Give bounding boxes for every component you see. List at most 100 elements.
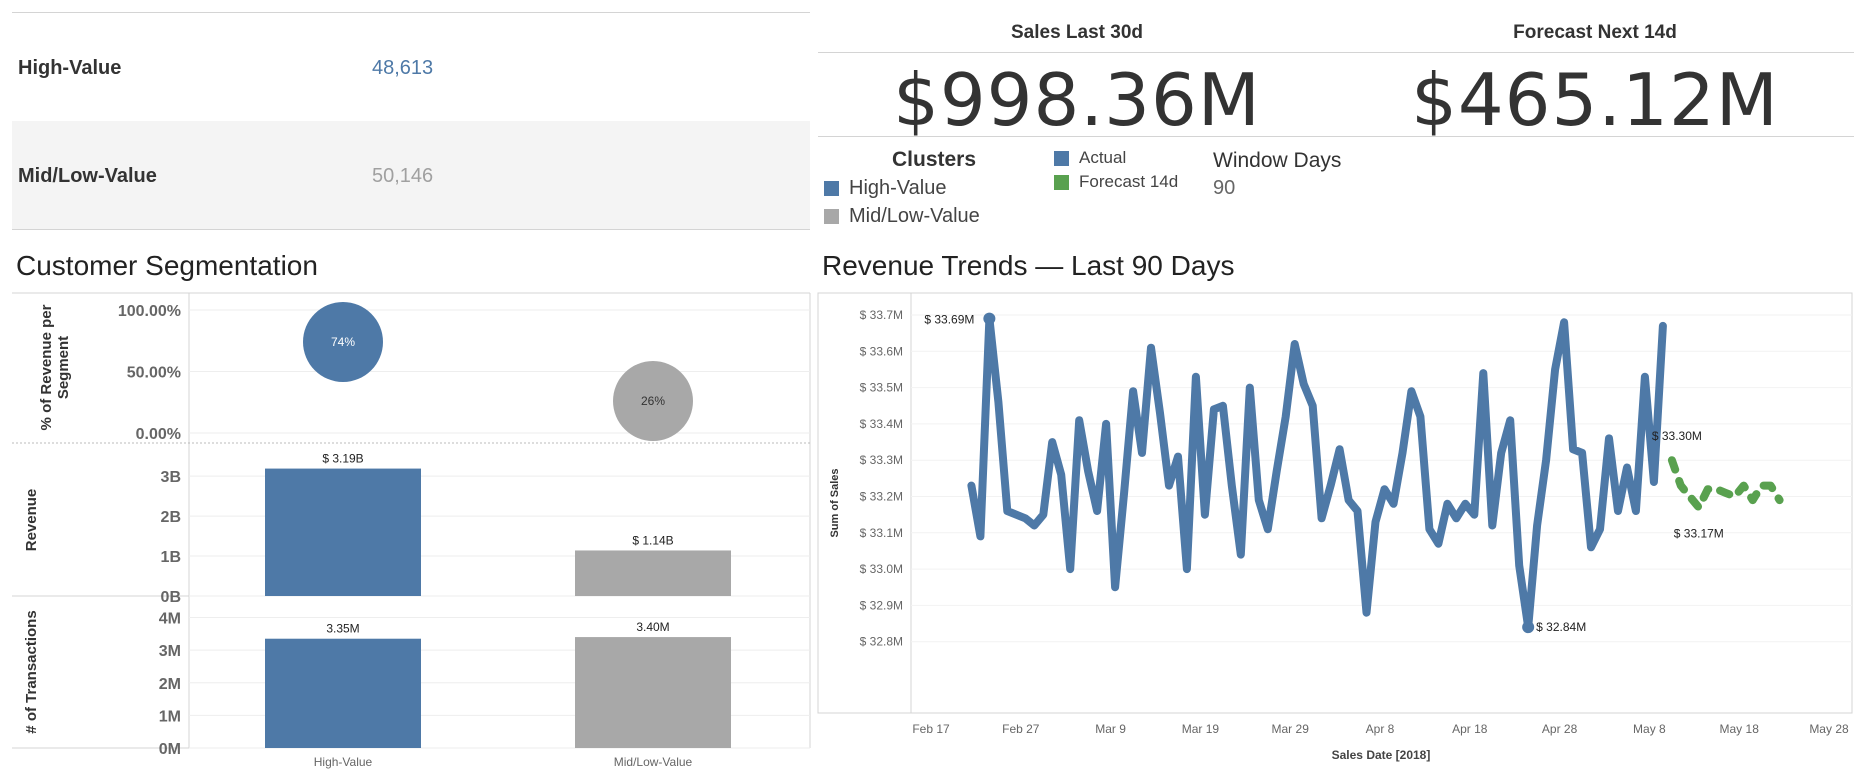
bar-high-value — [265, 468, 421, 596]
legend-label: Actual — [1079, 148, 1127, 167]
y-tick-label: $ 33.6M — [860, 344, 903, 358]
revenue-share-panel: 100.00% 50.00% 0.00% % of Revenue perSegmen… — [38, 301, 810, 443]
y-tick-label: 100.00% — [118, 303, 181, 320]
x-tick-label: Apr 28 — [1542, 722, 1578, 736]
series-line-forecast-14d — [1667, 456, 1784, 512]
kpi-value-sales-30d: $998.36M — [893, 58, 1261, 142]
y-tick-label: $ 33.2M — [860, 490, 903, 504]
y-tick-label: 50.00% — [127, 365, 181, 382]
y-tick-label: 1M — [159, 708, 181, 725]
y-axis-label: % of Revenue perSegment — [38, 304, 72, 430]
y-tick-label: 3B — [161, 469, 181, 486]
window-days-value[interactable]: 90 — [1213, 177, 1236, 199]
chart-border — [817, 292, 1853, 714]
trends-series — [967, 314, 1784, 632]
segment-label: High-Value — [18, 57, 122, 79]
legend-item-actual[interactable]: Actual — [1054, 146, 1178, 170]
segment-row-high-value[interactable]: High-Value 48,613 — [12, 13, 810, 120]
x-tick-label: High-Value — [314, 755, 373, 769]
segment-label: Mid/Low-Value — [18, 165, 157, 187]
legend-item-high-value[interactable]: High-Value — [824, 174, 980, 202]
section-title-segmentation: Customer Segmentation — [16, 250, 318, 281]
y-tick-label: $ 33.7M — [860, 308, 903, 322]
clusters-legend[interactable]: Clusters High-Value Mid/Low-Value — [824, 148, 980, 230]
window-days-parameter[interactable]: Window Days 90 — [1213, 149, 1341, 200]
divider — [818, 52, 1854, 53]
y-tick-label: $ 33.4M — [860, 417, 903, 431]
y-tick-label: 0.00% — [136, 426, 181, 443]
trends-chart-frame — [817, 292, 1853, 714]
y-tick-label: 3M — [159, 643, 181, 660]
window-days-title: Window Days — [1213, 149, 1342, 172]
y-tick-label: 0B — [161, 589, 181, 606]
share-circle-high-value — [303, 301, 383, 382]
x-tick-label: Apr 8 — [1366, 722, 1395, 736]
y-axis-label-line: Segment — [55, 336, 72, 399]
y-tick-label: 1B — [161, 549, 181, 566]
x-tick-label: Mid/Low-Value — [614, 755, 693, 769]
series-line-actual — [967, 314, 1667, 632]
annotation-marker — [1522, 621, 1535, 634]
x-tick-label: May 28 — [1809, 722, 1849, 736]
share-circle-mid-low-value — [613, 361, 693, 442]
y-tick-label: $ 33.1M — [860, 526, 903, 540]
segment-row-mid-low-value[interactable]: Mid/Low-Value 50,146 — [12, 121, 810, 229]
y-tick-label: $ 32.9M — [860, 598, 903, 612]
x-tick-label: Feb 27 — [1002, 722, 1040, 736]
divider — [818, 136, 1854, 137]
y-axis-label: Revenue — [23, 489, 40, 552]
section-title-trends: Revenue Trends — Last 90 Days — [822, 250, 1235, 281]
legend-label: High-Value — [849, 176, 947, 199]
legend-item-mid-low-value[interactable]: Mid/Low-Value — [824, 202, 980, 230]
segment-count: 48,613 — [372, 57, 434, 79]
x-tick-label: Mar 29 — [1272, 722, 1310, 736]
bar-data-label: $ 3.19B — [322, 452, 363, 466]
kpi-value-forecast-14d: $465.12M — [1411, 58, 1779, 142]
trends-gridlines — [911, 314, 1852, 643]
y-tick-label: 2B — [161, 509, 181, 526]
bar-data-label: 3.35M — [326, 622, 359, 636]
legend-item-forecast[interactable]: Forecast 14d — [1054, 170, 1178, 194]
x-tick-label: May 8 — [1633, 722, 1666, 736]
bar-high-value — [265, 638, 421, 748]
x-tick-label: May 18 — [1720, 722, 1760, 736]
x-tick-label: Feb 17 — [912, 722, 950, 736]
y-tick-label: $ 32.8M — [860, 635, 903, 649]
y-tick-label: 4M — [159, 611, 181, 628]
bar-mid-low-value — [575, 637, 731, 748]
share-data-label: 26% — [641, 394, 665, 408]
segmentation-chart: 100.00% 50.00% 0.00% % of Revenue perSegmen… — [12, 292, 811, 769]
annotation-label: $ 32.84M — [1536, 620, 1586, 634]
y-tick-label: $ 33.5M — [860, 381, 903, 395]
series-legend[interactable]: Actual Forecast 14d — [1054, 146, 1178, 194]
y-axis-label: Sum of Sales — [829, 468, 841, 537]
y-tick-label: $ 33.0M — [860, 562, 903, 576]
legend-swatch — [1054, 174, 1069, 190]
revenue-panel: 3B 2B 1B 0B Revenue $ 3.19B $ 1.14B — [23, 452, 810, 606]
kpi-title-sales-30d: Sales Last 30d — [1010, 22, 1144, 43]
legend-swatch — [824, 180, 839, 196]
legend-label: Forecast 14d — [1079, 172, 1179, 191]
transactions-panel: 4M 3M 2M 1M 0M # of Transactions 3.35M 3.40M Hig… — [23, 610, 810, 769]
revenue-trends-chart: $ 33.7M $ 33.6M $ 33.5M $ 33.4M $ 33.3M $ 33.… — [817, 292, 1853, 762]
trends-annotations: $ 33.69M $ 32.84M $ 33.30M $ 33.17M — [924, 312, 1724, 634]
bar-mid-low-value — [575, 550, 731, 596]
bar-data-label: 3.40M — [636, 620, 669, 634]
annotation-marker — [983, 312, 996, 325]
x-axis-label: Sales Date [2018] — [1332, 748, 1431, 762]
annotation-label: $ 33.17M — [1674, 526, 1724, 540]
y-tick-label: $ 33.3M — [860, 453, 903, 467]
x-tick-label: Mar 19 — [1182, 722, 1220, 736]
kpi-title-forecast-14d: Forecast Next 14d — [1513, 22, 1677, 43]
clusters-legend-title: Clusters — [892, 148, 977, 171]
y-axis-label-line: % of Revenue per — [38, 304, 55, 430]
y-tick-label: 2M — [159, 676, 181, 693]
bar-data-label: $ 1.14B — [632, 533, 673, 547]
legend-label: Mid/Low-Value — [849, 204, 980, 227]
share-data-label: 74% — [331, 335, 355, 349]
legend-swatch — [1054, 150, 1069, 166]
annotation-label: $ 33.30M — [1652, 429, 1702, 443]
divider — [12, 229, 810, 230]
x-tick-label: Mar 9 — [1095, 722, 1126, 736]
trends-axes: $ 33.7M $ 33.6M $ 33.5M $ 33.4M $ 33.3M $ 33.… — [829, 308, 1849, 762]
